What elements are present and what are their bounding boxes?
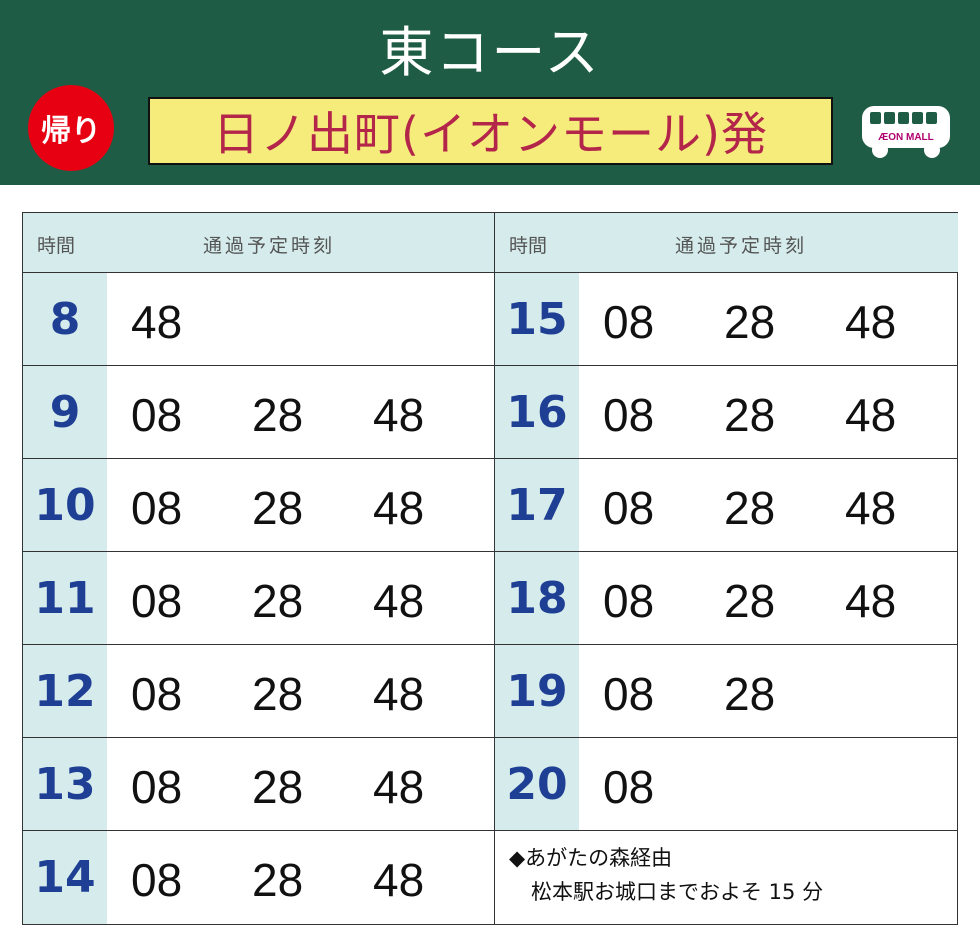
hour-cell: 13	[23, 738, 107, 830]
timetable: 時間 通過予定時刻 8 48 9 08 28 48 10 08 28 48 11 08 28 48 12 08…	[22, 212, 958, 925]
minute-cell: 48	[373, 668, 425, 720]
table-row: 9 08 28 48	[23, 366, 494, 459]
minute-cell: 48	[373, 575, 425, 627]
return-badge: 帰り	[28, 85, 114, 171]
minute-cell: 08	[603, 482, 655, 534]
table-row: 18 08 28 48	[495, 552, 958, 645]
hour-cell: 14	[23, 831, 107, 924]
minute-cell: 08	[603, 389, 655, 441]
minute-cell: 08	[131, 389, 183, 441]
minute-cell: 08	[603, 575, 655, 627]
minute-cell: 28	[724, 575, 776, 627]
minute-cell: 08	[131, 854, 183, 906]
route-note: ◆あがたの森経由松本駅お城口までおよそ 15 分	[509, 841, 823, 909]
minute-cell: 08	[131, 668, 183, 720]
table-row: 20 08	[495, 738, 958, 831]
minute-cell: 48	[373, 761, 425, 813]
times-column-header: 通過予定時刻	[675, 235, 808, 257]
minute-cell: 48	[373, 389, 425, 441]
minute-cell: 28	[252, 575, 304, 627]
hour-cell: 11	[23, 552, 107, 644]
minute-cell: 48	[845, 482, 897, 534]
minute-cell: 48	[845, 575, 897, 627]
table-row: 12 08 28 48	[23, 645, 494, 738]
table-row: 16 08 28 48	[495, 366, 958, 459]
origin-label: 日ノ出町(イオンモール)発	[148, 97, 833, 165]
hour-cell: 18	[495, 552, 579, 644]
hour-column-header: 時間	[509, 235, 548, 257]
times-column-header: 通過予定時刻	[203, 235, 336, 257]
minute-cell: 48	[845, 389, 897, 441]
timetable-left: 時間 通過予定時刻 8 48 9 08 28 48 10 08 28 48 11 08 28 48 12 08…	[23, 213, 495, 924]
hour-cell: 15	[495, 273, 579, 365]
hour-cell: 10	[23, 459, 107, 551]
minute-cell: 08	[603, 668, 655, 720]
minute-cell: 08	[131, 761, 183, 813]
minute-cell: 48	[373, 854, 425, 906]
table-row: 14 08 28 48	[23, 831, 494, 924]
table-header: 時間 通過予定時刻	[495, 213, 958, 273]
note-line: 松本駅お城口までおよそ 15 分	[531, 880, 824, 904]
table-row: 17 08 28 48	[495, 459, 958, 552]
hour-cell: 20	[495, 738, 579, 830]
note-row: ◆あがたの森経由松本駅お城口までおよそ 15 分	[495, 831, 958, 924]
table-row: 11 08 28 48	[23, 552, 494, 645]
minute-cell: 28	[252, 761, 304, 813]
table-header: 時間 通過予定時刻	[23, 213, 494, 273]
timetable-right: 時間 通過予定時刻 15 08 28 48 16 08 28 48 17 08 28 48 18 08 28…	[495, 213, 958, 924]
minute-cell: 08	[603, 761, 655, 813]
minute-cell: 48	[373, 482, 425, 534]
minute-cell: 28	[724, 482, 776, 534]
hour-cell: 9	[23, 366, 107, 458]
table-row: 10 08 28 48	[23, 459, 494, 552]
course-title: 東コース	[379, 21, 601, 84]
hour-column-header: 時間	[37, 235, 76, 257]
header-banner: 東コース 帰り 日ノ出町(イオンモール)発 ÆON MALL	[0, 0, 980, 185]
minute-cell: 08	[131, 482, 183, 534]
svg-text:ÆON MALL: ÆON MALL	[878, 132, 934, 143]
minute-cell: 28	[252, 668, 304, 720]
minute-cell: 28	[252, 854, 304, 906]
hour-cell: 12	[23, 645, 107, 737]
minute-cell: 28	[724, 668, 776, 720]
minute-cell: 08	[131, 575, 183, 627]
minute-cell: 48	[845, 296, 897, 348]
note-line: ◆あがたの森経由	[509, 846, 673, 870]
minute-cell: 08	[603, 296, 655, 348]
minute-cell: 28	[252, 389, 304, 441]
table-row: 13 08 28 48	[23, 738, 494, 831]
table-row: 8 48	[23, 273, 494, 366]
hour-cell: 19	[495, 645, 579, 737]
minute-cell: 48	[131, 296, 183, 348]
minute-cell: 28	[724, 389, 776, 441]
table-row: 19 08 28	[495, 645, 958, 738]
table-row: 15 08 28 48	[495, 273, 958, 366]
bus-icon: ÆON MALL	[862, 106, 950, 158]
hour-cell: 17	[495, 459, 579, 551]
hour-cell: 16	[495, 366, 579, 458]
hour-cell: 8	[23, 273, 107, 365]
minute-cell: 28	[724, 296, 776, 348]
minute-cell: 28	[252, 482, 304, 534]
